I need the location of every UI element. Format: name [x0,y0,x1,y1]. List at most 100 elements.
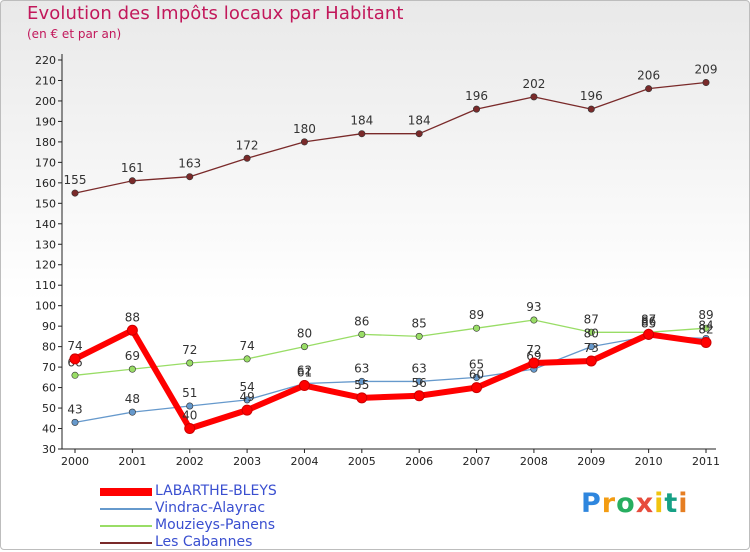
y-tick-label: 30 [42,443,56,456]
data-point [300,138,308,146]
data-label: 180 [293,122,316,136]
data-label: 86 [354,314,369,328]
legend-label: LABARTHE-BLEYS [155,483,277,499]
data-label: 54 [239,380,254,394]
data-point [643,328,655,340]
data-point [128,365,136,373]
legend-swatch [100,508,152,510]
data-label: 56 [412,376,427,390]
data-point [128,177,136,185]
series-line [74,81,707,194]
data-point [700,337,712,349]
data-point [528,357,540,369]
data-label: 43 [67,402,82,416]
y-tick-label: 120 [35,259,56,272]
y-tick-label: 180 [35,136,56,149]
legend-label: Les Cabannes [155,534,253,550]
data-point [645,85,653,93]
data-label: 87 [584,312,599,326]
legend-label: Vindrac-Alayrac [155,500,266,516]
data-point [473,105,481,113]
data-label: 61 [297,366,312,380]
y-tick-label: 80 [42,341,56,354]
legend-swatch [100,488,152,496]
data-label: 69 [125,349,140,363]
data-label: 49 [239,390,254,404]
y-tick-label: 90 [42,320,56,333]
data-point [71,418,79,426]
x-tick-label: 2002 [176,455,204,468]
data-point [186,173,194,181]
data-point [71,189,79,197]
data-label: 89 [698,308,713,322]
chart-title: Evolution des Impôts locaux par Habitant [27,3,404,24]
data-label: 82 [698,323,713,337]
data-label: 87 [641,312,656,326]
x-tick-label: 2004 [290,455,318,468]
data-point [243,396,251,404]
y-tick-label: 130 [35,238,56,251]
logo-letter: i [654,488,665,519]
data-label: 84 [698,318,713,332]
data-label: 74 [239,339,254,353]
data-label: 63 [354,361,369,375]
data-point [585,355,597,367]
data-point [587,328,595,336]
data-point [358,377,366,385]
y-tick-label: 210 [35,74,56,87]
data-label: 202 [522,77,545,91]
data-point [358,130,366,138]
data-point [702,79,710,87]
chart-subtitle: (en € et par an) [27,27,122,41]
y-tick-label: 100 [35,300,56,313]
y-tick-label: 40 [42,423,56,436]
series-line [74,319,707,376]
logo-letter: t [664,488,679,519]
y-tick-label: 140 [35,218,56,231]
data-point [356,392,368,404]
y-tick-label: 70 [42,361,56,374]
data-point [702,324,710,332]
data-label: 89 [469,308,484,322]
data-point [184,423,196,435]
data-label: 51 [182,386,197,400]
data-point [128,408,136,416]
x-tick-label: 2003 [233,455,261,468]
data-point [587,343,595,351]
data-point [530,316,538,324]
data-label: 196 [465,89,488,103]
data-label: 60 [469,368,484,382]
data-label: 73 [584,341,599,355]
data-label: 196 [580,89,603,103]
data-point [186,359,194,367]
data-point [71,371,79,379]
data-label: 72 [526,343,541,357]
x-tick-label: 2005 [348,455,376,468]
y-tick-label: 110 [35,279,56,292]
logo-letter: P [581,488,602,519]
data-point [243,355,251,363]
x-tick-label: 2006 [405,455,433,468]
x-tick-label: 2010 [635,455,663,468]
data-point [415,377,423,385]
data-label: 80 [297,327,312,341]
data-label: 163 [178,157,201,171]
data-point [298,380,310,392]
data-point [126,324,138,336]
y-tick-label: 170 [35,156,56,169]
x-tick-label: 2008 [520,455,548,468]
data-label: 48 [125,392,140,406]
data-point [413,390,425,402]
y-tick-label: 200 [35,95,56,108]
x-tick-label: 2009 [577,455,605,468]
data-label: 40 [182,409,197,423]
y-tick-label: 150 [35,197,56,210]
y-tick-label: 60 [42,382,56,395]
data-label: 172 [236,138,259,152]
data-point [471,382,483,394]
logo-letter: o [616,488,636,519]
data-point [300,343,308,351]
data-point [473,373,481,381]
